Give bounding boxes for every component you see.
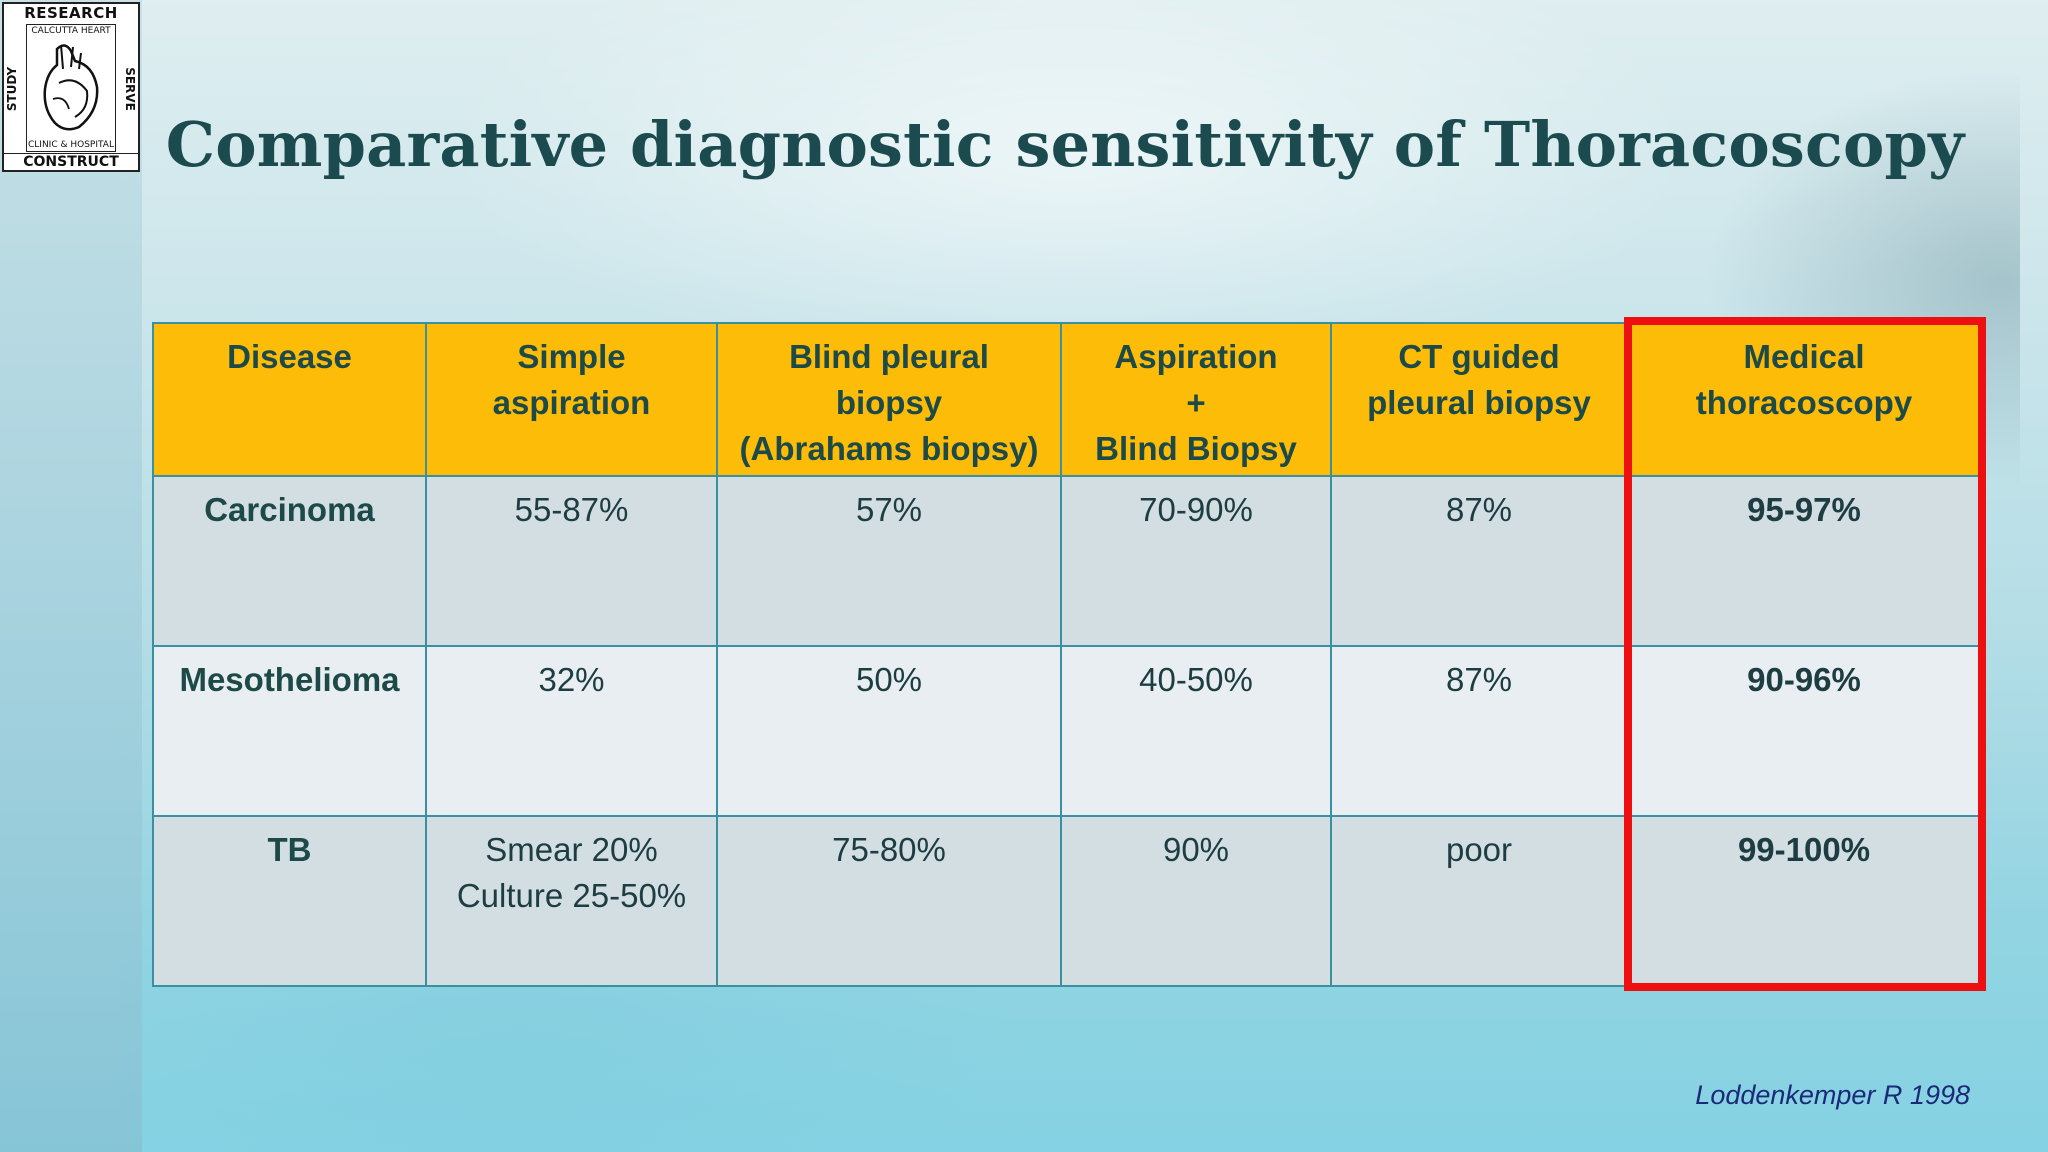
header-line: CT guided: [1398, 338, 1560, 375]
cell-ct-guided: poor: [1330, 815, 1628, 987]
cell-aspiration-blind-biopsy: 70-90%: [1060, 475, 1332, 647]
header-line: +: [1186, 384, 1206, 421]
logo-top-text: RESEARCH: [24, 4, 118, 22]
heart-icon: [43, 44, 99, 131]
cell-medical-thoracoscopy: 99-100%: [1626, 815, 1982, 987]
header-line: aspiration: [492, 384, 651, 421]
header-line: pleural biopsy: [1367, 384, 1591, 421]
header-line: Disease: [227, 338, 352, 375]
cell-blind-pleural-biopsy: 57%: [716, 475, 1062, 647]
header-ct-guided-biopsy: CT guided pleural biopsy: [1330, 322, 1628, 477]
cell-blind-pleural-biopsy: 50%: [716, 645, 1062, 817]
cell-medical-thoracoscopy: 95-97%: [1626, 475, 1982, 647]
cell-line: Culture 25-50%: [456, 877, 687, 914]
logo-inner-bottom-text: CLINIC & HOSPITAL: [28, 140, 114, 150]
header-disease: Disease: [152, 322, 427, 477]
header-aspiration-blind-biopsy: Aspiration + Blind Biopsy: [1060, 322, 1332, 477]
left-background-band: [0, 0, 142, 1152]
cell-simple-aspiration: 55-87%: [425, 475, 718, 647]
cell-simple-aspiration: 32%: [425, 645, 718, 817]
sensitivity-table: Disease Simple aspiration Blind pleural …: [152, 322, 1982, 987]
header-blind-pleural-biopsy: Blind pleural biopsy (Abrahams biopsy): [716, 322, 1062, 477]
cell-medical-thoracoscopy: 90-96%: [1626, 645, 1982, 817]
header-simple-aspiration: Simple aspiration: [425, 322, 718, 477]
logo-right-text: SERVE: [123, 67, 138, 111]
cell-disease: Mesothelioma: [152, 645, 427, 817]
table-row: TB Smear 20% Culture 25-50% 75-80% 90% p…: [152, 815, 1982, 987]
cell-ct-guided: 87%: [1330, 475, 1628, 647]
cell-simple-aspiration: Smear 20% Culture 25-50%: [425, 815, 718, 987]
header-line: Aspiration: [1114, 338, 1278, 375]
cell-line: Smear 20%: [485, 831, 658, 868]
header-medical-thoracoscopy: Medical thoracoscopy: [1626, 322, 1982, 477]
table-row: Carcinoma 55-87% 57% 70-90% 87% 95-97%: [152, 475, 1982, 647]
cell-line: 55-87%: [514, 491, 629, 528]
header-line: (Abrahams biopsy): [739, 430, 1039, 467]
cell-aspiration-blind-biopsy: 90%: [1060, 815, 1332, 987]
slide-title: Comparative diagnostic sensitivity of Th…: [165, 108, 1965, 181]
logo-emblem: CALCUTTA HEART CLINIC & HOSPITAL: [26, 24, 116, 152]
cell-disease: TB: [152, 815, 427, 987]
cell-aspiration-blind-biopsy: 40-50%: [1060, 645, 1332, 817]
header-line: Blind Biopsy: [1095, 430, 1297, 467]
logo-bottom-text: CONSTRUCT: [4, 153, 138, 170]
header-line: thoracoscopy: [1695, 384, 1913, 421]
cell-ct-guided: 87%: [1330, 645, 1628, 817]
cell-line: 32%: [538, 661, 605, 698]
cell-blind-pleural-biopsy: 75-80%: [716, 815, 1062, 987]
cell-disease: Carcinoma: [152, 475, 427, 647]
table-row: Mesothelioma 32% 50% 40-50% 87% 90-96%: [152, 645, 1982, 817]
header-line: Blind pleural: [789, 338, 989, 375]
table-header-row: Disease Simple aspiration Blind pleural …: [152, 322, 1982, 477]
logo-inner-top-text: CALCUTTA HEART: [31, 26, 111, 36]
logo-left-text: STUDY: [5, 66, 20, 112]
institution-logo: RESEARCH STUDY SERVE CALCUTTA HEART CLIN…: [2, 2, 140, 172]
citation: Loddenkemper R 1998: [1695, 1080, 1970, 1110]
header-line: Simple: [517, 338, 626, 375]
header-line: biopsy: [835, 384, 943, 421]
header-line: Medical: [1743, 338, 1865, 375]
